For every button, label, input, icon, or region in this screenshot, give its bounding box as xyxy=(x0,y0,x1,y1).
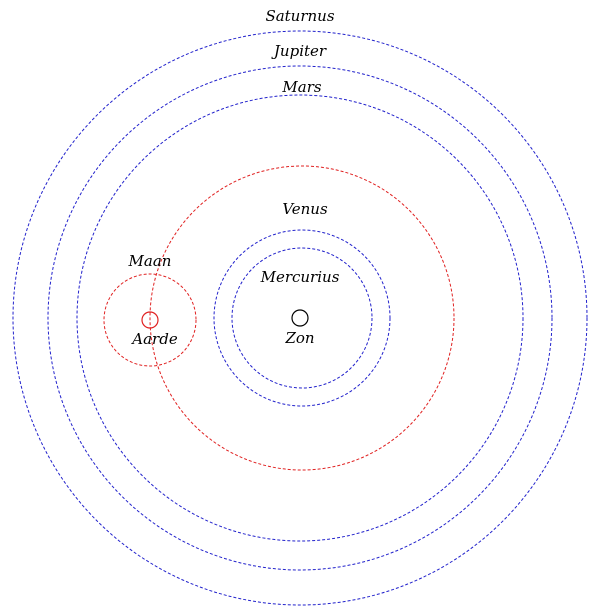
mercurius-label: Mercurius xyxy=(260,268,340,286)
zon-label: Zon xyxy=(284,329,314,347)
maan-label: Maan xyxy=(128,252,172,270)
heliocentric-diagram: Saturnus Jupiter Mars Venus Mercurius Zo… xyxy=(0,0,597,607)
venus-label: Venus xyxy=(282,200,328,218)
mars-label: Mars xyxy=(281,78,321,96)
saturnus-label: Saturnus xyxy=(265,7,334,25)
aarde-label: Aarde xyxy=(130,330,178,348)
jupiter-label: Jupiter xyxy=(271,42,327,60)
